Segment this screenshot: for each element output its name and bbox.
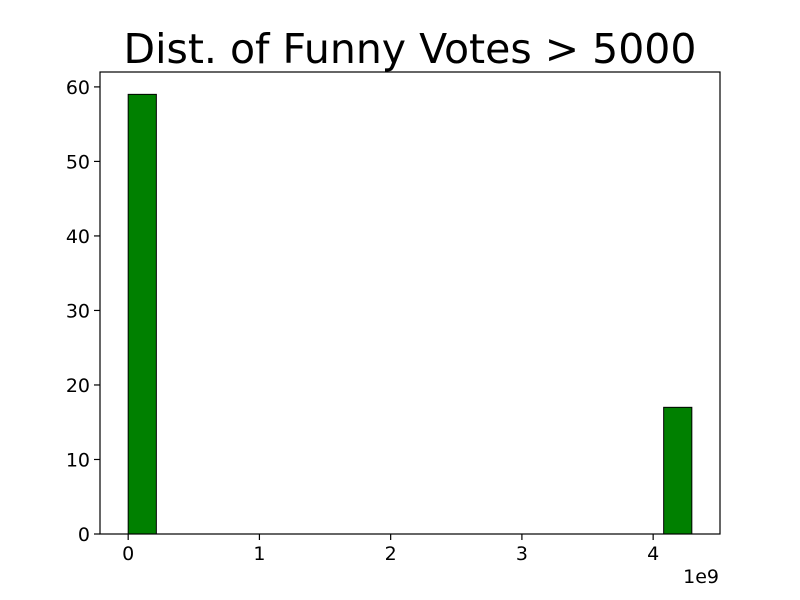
plot-frame: [99, 71, 721, 535]
plot-area: [100, 72, 720, 534]
x-axis-ticks: 0 1 2 3 4: [122, 534, 659, 565]
histogram-bar-1: [663, 406, 693, 535]
x-tick-label-1: 1: [253, 543, 265, 565]
histogram-bar-0: [127, 93, 157, 535]
y-tick-label-3: 30: [66, 300, 90, 322]
y-tick-label-5: 50: [66, 151, 90, 173]
bars-group: [127, 93, 693, 535]
x-tick-label-2: 2: [385, 543, 397, 565]
y-tick-label-1: 10: [66, 449, 90, 471]
y-tick-label-2: 20: [66, 375, 90, 397]
x-axis-offset-label: 1e9: [683, 566, 719, 588]
y-tick-label-0: 0: [78, 524, 90, 546]
chart-title: Dist. of Funny Votes > 5000: [124, 25, 697, 73]
y-tick-label-6: 60: [66, 77, 90, 99]
x-tick-label-0: 0: [122, 543, 134, 565]
y-tick-label-4: 40: [66, 226, 90, 248]
y-axis-ticks: 0 10 20 30 40 50 60: [66, 77, 100, 546]
x-tick-label-4: 4: [647, 543, 659, 565]
x-tick-label-3: 3: [516, 543, 528, 565]
